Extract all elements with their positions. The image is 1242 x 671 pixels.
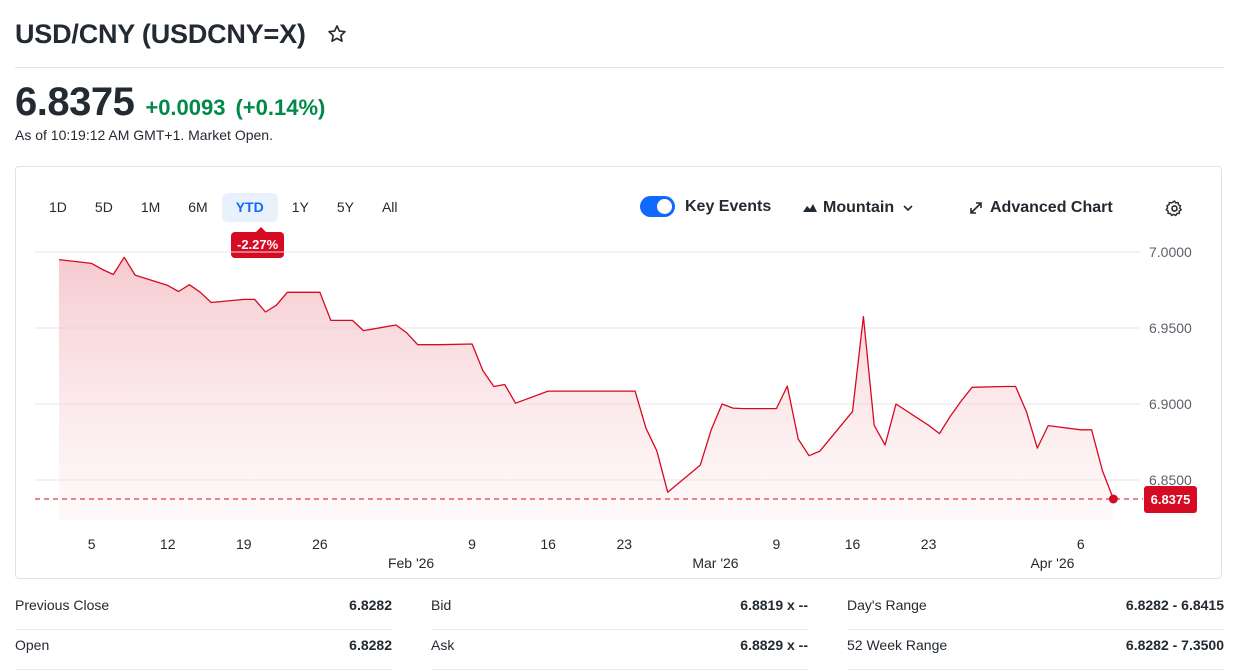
title-row: USD/CNY (USDCNY=X) — [15, 14, 348, 54]
current-price: 6.8375 — [15, 80, 135, 124]
watchlist-star-icon[interactable] — [326, 23, 348, 45]
stats-column-2: Bid 6.8819 x -- Ask 6.8829 x -- — [431, 590, 808, 670]
stat-row: Ask 6.8829 x -- — [431, 630, 808, 670]
price-change: +0.0093 — [145, 95, 226, 120]
chevron-down-icon — [903, 205, 913, 212]
range-tab-5y[interactable]: 5Y — [336, 199, 354, 215]
chart-type-label: Mountain — [823, 199, 895, 216]
header-divider — [15, 67, 1224, 68]
stat-row: Day's Range 6.8282 - 6.8415 — [847, 590, 1224, 630]
range-tab-1d[interactable]: 1D — [49, 199, 67, 215]
expand-arrow-icon — [970, 202, 982, 214]
stat-row: 52 Week Range 6.8282 - 7.3500 — [847, 630, 1224, 670]
range-tab-ytd[interactable]: YTD — [221, 193, 278, 222]
key-events-label: Key Events — [685, 197, 772, 215]
toggle-knob — [657, 199, 672, 214]
stat-label: Previous Close — [15, 597, 110, 613]
price-change-percent: (+0.14%) — [235, 95, 326, 120]
chart-panel — [15, 166, 1222, 579]
advanced-chart-button[interactable]: Advanced Chart — [968, 196, 1113, 220]
stat-label: 52 Week Range — [847, 637, 948, 653]
range-tab-6m[interactable]: 6M — [188, 199, 208, 215]
stat-label: Ask — [431, 637, 455, 653]
stat-value: 6.8819 x -- — [740, 597, 808, 613]
stat-value: 6.8282 — [349, 597, 392, 613]
key-events-toggle[interactable]: Key Events — [640, 196, 771, 217]
range-tab-1m[interactable]: 1M — [140, 199, 161, 215]
range-tab-all[interactable]: All — [381, 199, 398, 215]
stat-row: Bid 6.8819 x -- — [431, 590, 808, 630]
stat-value: 6.8282 - 6.8415 — [1125, 597, 1224, 613]
stat-row: Open 6.8282 — [15, 630, 392, 670]
range-tab-1y[interactable]: 1Y — [291, 199, 309, 215]
range-selector: 1D 5D 1M 6M YTD 1Y 5Y All — [35, 193, 412, 222]
stat-value: 6.8829 x -- — [740, 637, 808, 653]
stat-label: Open — [15, 637, 50, 653]
stat-value: 6.8282 - 7.3500 — [1125, 637, 1224, 653]
quote-price-row: 6.8375 +0.0093 (+0.14%) — [15, 80, 325, 125]
stat-value: 6.8282 — [349, 637, 392, 653]
stats-column-1: Previous Close 6.8282 Open 6.8282 — [15, 590, 392, 670]
page-title: USD/CNY (USDCNY=X) — [15, 18, 306, 49]
range-change-badge: -2.27% — [231, 227, 285, 258]
as-of-timestamp: As of 10:19:12 AM GMT+1. Market Open. — [15, 127, 273, 143]
settings-gear-icon[interactable] — [1165, 199, 1184, 218]
toggle-switch[interactable] — [640, 196, 675, 217]
mountain-icon — [803, 204, 817, 212]
stats-column-3: Day's Range 6.8282 - 6.8415 52 Week Range 6… — [847, 590, 1224, 670]
stat-label: Day's Range — [847, 597, 927, 613]
stat-label: Bid — [431, 597, 452, 613]
range-tab-5d[interactable]: 5D — [94, 199, 113, 215]
advanced-chart-label: Advanced Chart — [990, 199, 1113, 216]
chart-type-dropdown[interactable]: Mountain — [802, 196, 914, 220]
stat-row: Previous Close 6.8282 — [15, 590, 392, 630]
